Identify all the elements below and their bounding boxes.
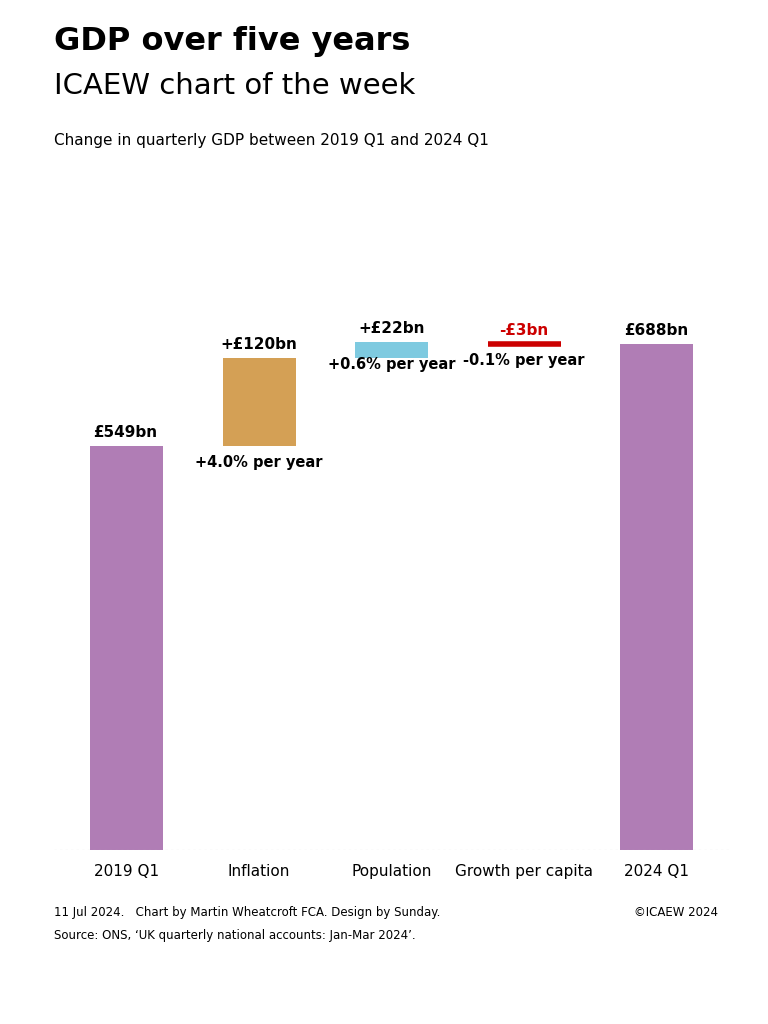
Text: +0.6% per year: +0.6% per year: [328, 356, 455, 372]
Text: -0.1% per year: -0.1% per year: [463, 353, 585, 368]
Text: £549bn: £549bn: [93, 425, 157, 440]
Text: +4.0% per year: +4.0% per year: [195, 455, 323, 470]
Bar: [356, 342, 428, 358]
Text: GDP over five years: GDP over five years: [54, 26, 410, 56]
Text: £688bn: £688bn: [624, 324, 689, 338]
Text: +£120bn: +£120bn: [220, 337, 297, 352]
Text: ICAEW chart of the week: ICAEW chart of the week: [54, 72, 415, 99]
Text: ©ICAEW 2024: ©ICAEW 2024: [634, 906, 718, 920]
Text: Source: ONS, ‘UK quarterly national accounts: Jan-Mar 2024’.: Source: ONS, ‘UK quarterly national acco…: [54, 929, 415, 942]
Text: 11 Jul 2024.   Chart by Martin Wheatcroft FCA. Design by Sunday.: 11 Jul 2024. Chart by Martin Wheatcroft …: [54, 906, 440, 920]
Text: Change in quarterly GDP between 2019 Q1 and 2024 Q1: Change in quarterly GDP between 2019 Q1 …: [54, 133, 488, 148]
Text: +£22bn: +£22bn: [359, 322, 425, 336]
Text: -£3bn: -£3bn: [499, 324, 549, 338]
Bar: [90, 446, 163, 850]
Bar: [621, 344, 694, 850]
Bar: [223, 358, 296, 446]
